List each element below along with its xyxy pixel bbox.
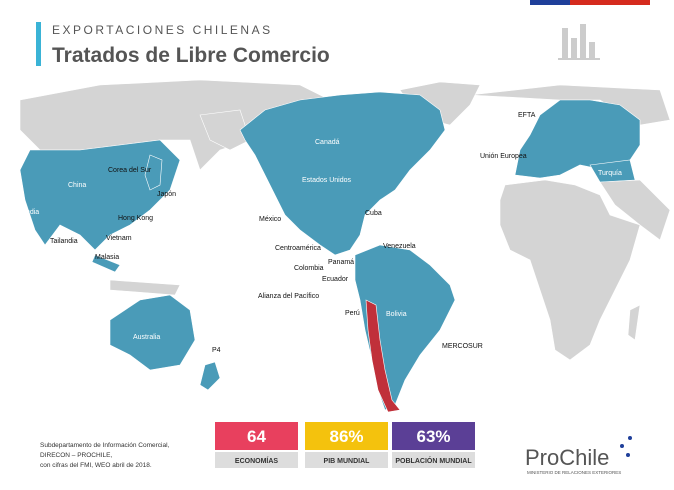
logo: ProChile xyxy=(525,445,609,470)
map-label: Corea del Sur xyxy=(108,167,152,174)
stat-value: 86% xyxy=(329,427,363,446)
map-label: Alianza del Pacífico xyxy=(258,293,319,300)
source-line: DIRECON – PROCHILE, xyxy=(40,452,112,459)
map-label: Panamá xyxy=(328,259,354,266)
map-label: Perú xyxy=(345,310,360,317)
stat-box xyxy=(392,422,475,450)
stats: 64 ECONOMÍAS 86% PIB MUNDIAL 63% POBLACIÓN MU… xyxy=(215,422,475,468)
map-label: Venezuela xyxy=(383,243,416,250)
flag-blue xyxy=(530,0,570,5)
logo-subtitle: MINISTERIO DE RELACIONES EXTERIORES xyxy=(527,470,621,475)
map-label: Canadá xyxy=(315,139,340,146)
stat-label: ECONOMÍAS xyxy=(235,456,279,465)
map-label: Australia xyxy=(133,334,160,341)
stat-label-box xyxy=(305,452,388,468)
map-label: India xyxy=(24,209,39,216)
map-label: Ecuador xyxy=(322,276,349,283)
stat-label-box xyxy=(392,452,475,468)
stat-label: POBLACIÓN MUNDIAL xyxy=(395,456,472,465)
map-label: Tailandia xyxy=(50,238,78,245)
stat-value: 64 xyxy=(247,427,266,446)
map-labels: EFTA Unión Europea Turquía Canadá Estados Un… xyxy=(24,112,622,354)
map xyxy=(19,79,671,413)
map-label: Colombia xyxy=(294,265,324,272)
map-label: México xyxy=(259,216,281,223)
source-note: Subdepartamento de Información Comercial… xyxy=(40,442,170,469)
map-label: EFTA xyxy=(518,112,536,119)
source-line: con cifras del FMI, WEO abril de 2018. xyxy=(40,462,152,469)
map-label: Cuba xyxy=(365,210,382,217)
map-label: Unión Europea xyxy=(480,153,527,160)
stat-label-box xyxy=(215,452,298,468)
title: Tratados de Libre Comercio xyxy=(52,44,330,67)
stat-label: PIB MUNDIAL xyxy=(324,458,371,465)
map-label: Hong Kong xyxy=(118,215,153,222)
map-label: P4 xyxy=(212,347,221,354)
map-label: Japón xyxy=(157,191,176,198)
source-line: Subdepartamento de Información Comercial… xyxy=(40,442,170,449)
map-label: Vietnam xyxy=(106,235,132,242)
stat-box xyxy=(305,422,388,450)
map-label: Estados Unidos xyxy=(302,177,352,184)
map-label: Malasia xyxy=(95,254,119,261)
map-label: Bolivia xyxy=(386,311,407,318)
stat-value: 63% xyxy=(416,427,450,446)
flag-red xyxy=(570,0,650,5)
map-label: Centroamérica xyxy=(275,245,321,252)
stat-box xyxy=(215,422,298,450)
map-label: Turquía xyxy=(598,170,622,177)
map-label: MERCOSUR xyxy=(442,343,483,350)
map-label: China xyxy=(68,182,86,189)
chart-icon xyxy=(558,24,600,60)
kicker: EXPORTACIONES CHILENAS xyxy=(52,23,273,37)
logo-stars xyxy=(620,436,632,457)
header-bar xyxy=(36,22,41,66)
